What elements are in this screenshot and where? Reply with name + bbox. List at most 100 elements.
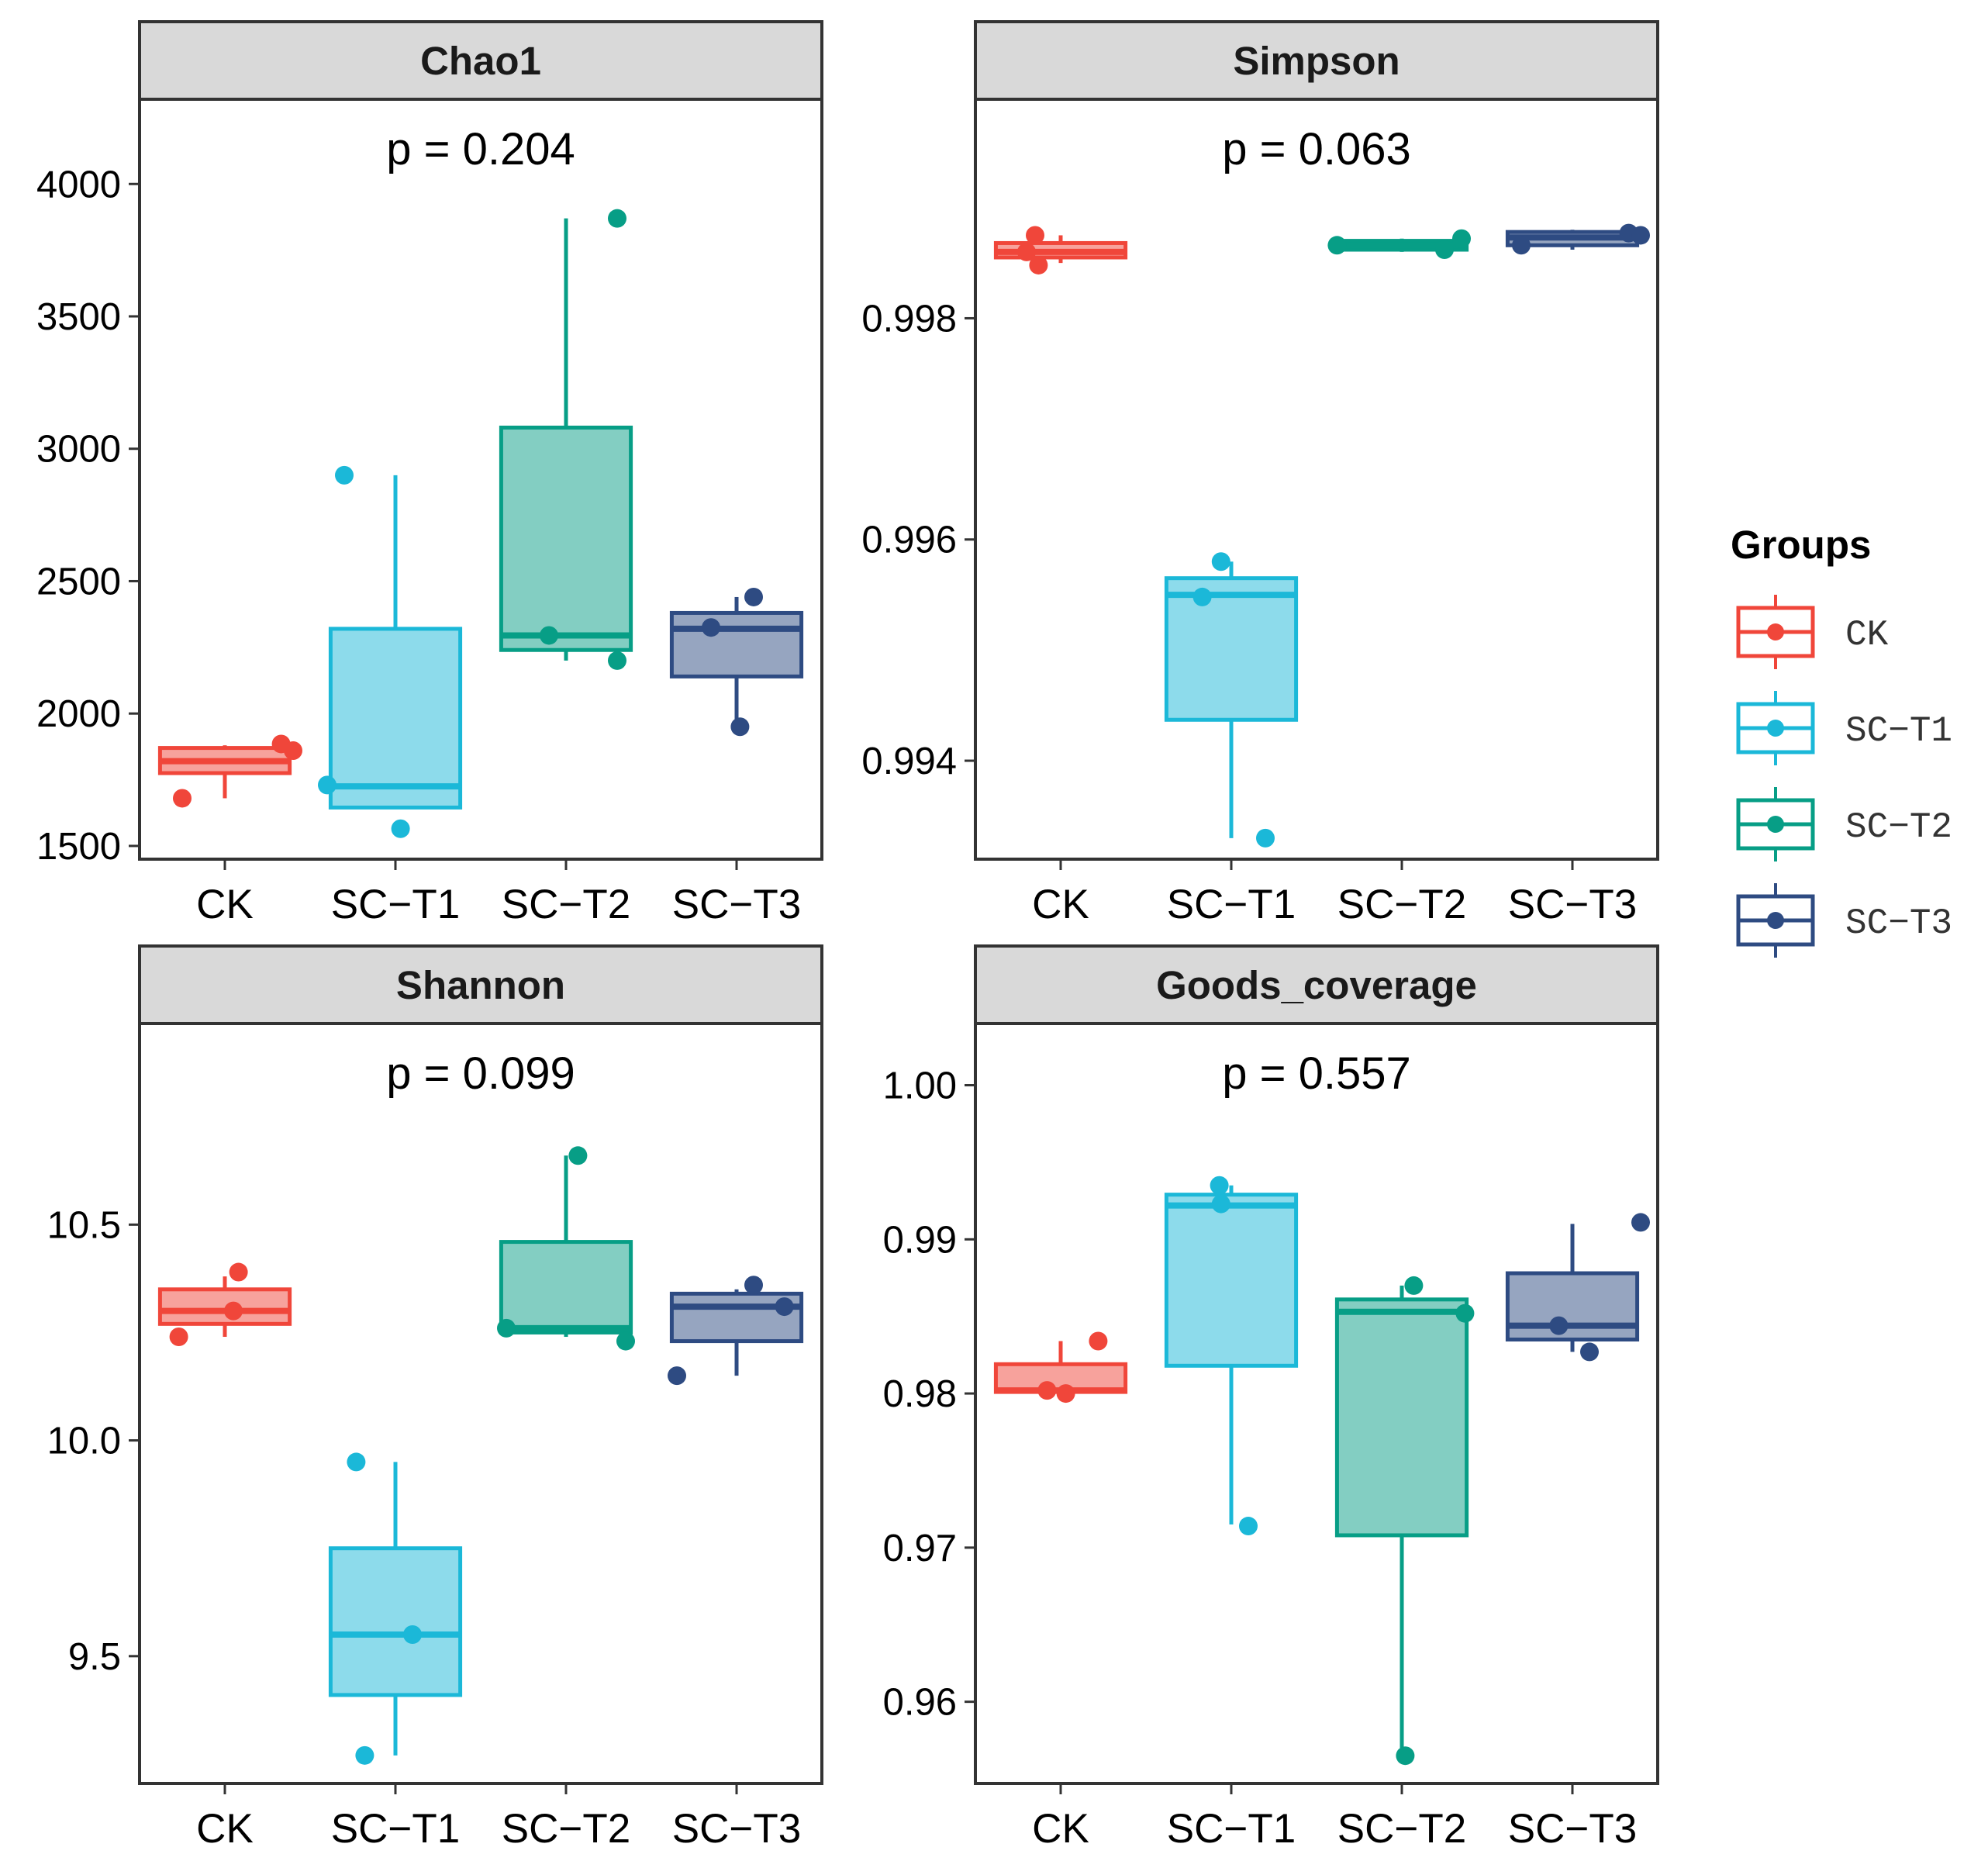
data-point [403, 1625, 422, 1645]
facet-title: Simpson [1233, 39, 1400, 83]
y-tick-label: 0.99 [883, 1219, 957, 1261]
box-sc-t3 [669, 587, 804, 737]
legend-label: SC−T3 [1845, 903, 1952, 944]
y-tick-label: 1.00 [883, 1065, 957, 1107]
y-tick-label: 0.96 [883, 1682, 957, 1724]
facet-title: Shannon [396, 963, 565, 1007]
box-iqr [1164, 1193, 1299, 1368]
box-iqr [1505, 1271, 1640, 1342]
facet-title: Goods_coverage [1156, 963, 1477, 1007]
legend-key-point [1767, 912, 1784, 929]
x-tick-label: SC−T1 [1167, 1806, 1296, 1852]
box-ck [993, 226, 1128, 274]
data-point [1549, 1316, 1569, 1335]
data-point [1512, 236, 1531, 255]
panel-chao1: Chao1 p = 0.204 1500 2000 2500 3000 3500 4000 CK… [36, 20, 823, 927]
p-value-label: p = 0.557 [1222, 1048, 1411, 1099]
data-point [1029, 255, 1048, 274]
y-tick-label: 1500 [36, 826, 121, 868]
data-point [1192, 587, 1212, 606]
p-value-label: p = 0.204 [386, 124, 575, 174]
facet-title: Chao1 [420, 39, 541, 83]
data-point [1211, 552, 1230, 571]
panel-border [138, 1022, 823, 1785]
box-iqr [669, 610, 804, 678]
panel-shannon: Shannon p = 0.099 9.5 10.0 10.5 CK SC−T1 SC−T2 S… [47, 944, 823, 1852]
data-point [318, 775, 337, 795]
data-point [497, 1318, 516, 1338]
data-point [169, 1328, 188, 1347]
data-point [1211, 1194, 1230, 1214]
panel-background [975, 99, 1658, 859]
box-sc-t3 [668, 1276, 804, 1386]
data-point [355, 1745, 374, 1765]
data-point [730, 717, 750, 737]
facet-strip [138, 20, 823, 101]
x-tick-label: CK [196, 882, 254, 927]
y-tick-label: 10.5 [47, 1204, 121, 1246]
box-iqr [499, 425, 633, 652]
y-tick-label: 0.996 [861, 520, 957, 561]
data-point [229, 1262, 248, 1282]
panel-simpson: Simpson p = 0.063 0.994 0.996 0.998 CK SC−T1 SC… [861, 20, 1659, 927]
y-tick-label: 0.994 [861, 741, 957, 782]
legend-item: CK [1736, 595, 1889, 669]
x-tick-label: SC−T2 [1337, 1806, 1466, 1852]
data-point [1580, 1342, 1599, 1362]
x-tick-label: SC−T3 [672, 1806, 801, 1852]
data-point [744, 1276, 763, 1295]
y-tick-label: 9.5 [68, 1636, 121, 1678]
box-iqr [499, 1240, 633, 1334]
data-point [347, 1452, 366, 1472]
data-point [173, 789, 192, 808]
p-value-label: p = 0.099 [386, 1048, 575, 1099]
legend-title: Groups [1731, 523, 1871, 567]
legend-label: SC−T2 [1845, 807, 1952, 848]
x-tick-label: SC−T2 [502, 882, 630, 927]
data-point [608, 209, 626, 228]
data-point [702, 618, 720, 637]
data-point [1089, 1331, 1108, 1351]
x-tick-label: SC−T3 [1508, 1806, 1637, 1852]
x-tick-label: SC−T3 [1508, 882, 1637, 927]
y-tick-label: 3000 [36, 429, 121, 471]
x-tick-label: SC−T1 [1167, 882, 1296, 927]
x-tick-label: SC−T2 [1337, 882, 1466, 927]
x-tick-label: SC−T3 [672, 882, 801, 927]
facet-strip [974, 944, 1659, 1025]
y-tick-label: 0.97 [883, 1528, 957, 1569]
data-point [1056, 1384, 1075, 1404]
y-tick-label: 0.998 [861, 298, 957, 340]
panel-background [140, 99, 822, 859]
data-point [540, 626, 558, 645]
legend-item: SC−T2 [1736, 787, 1952, 861]
box-ck [993, 1331, 1128, 1404]
y-tick-label: 10.0 [47, 1421, 121, 1462]
legend-item: SC−T1 [1736, 691, 1952, 765]
data-point [1404, 1276, 1424, 1295]
y-tick-label: 4000 [36, 164, 121, 205]
box-sc-t2 [497, 1146, 635, 1351]
legend-label: SC−T1 [1845, 711, 1952, 751]
x-tick-label: SC−T1 [331, 882, 460, 927]
data-point [1435, 240, 1454, 260]
box-sc-t3 [1505, 223, 1650, 255]
data-point [1455, 1303, 1475, 1323]
data-point [616, 1331, 635, 1351]
box-sc-t2 [499, 209, 633, 670]
panel-border [974, 98, 1659, 861]
box-iqr [157, 1287, 292, 1326]
facet-strip [138, 944, 823, 1025]
box-iqr [328, 1546, 463, 1697]
x-tick-label: SC−T1 [331, 1806, 460, 1852]
data-point [775, 1297, 794, 1317]
y-tick-label: 0.98 [883, 1373, 957, 1415]
data-point [284, 741, 302, 760]
legend-label: CK [1845, 615, 1889, 655]
box-sc-t3 [1505, 1213, 1650, 1362]
p-value-label: p = 0.063 [1222, 124, 1411, 174]
panel-border [974, 1022, 1659, 1785]
legend-item: SC−T3 [1736, 883, 1952, 958]
